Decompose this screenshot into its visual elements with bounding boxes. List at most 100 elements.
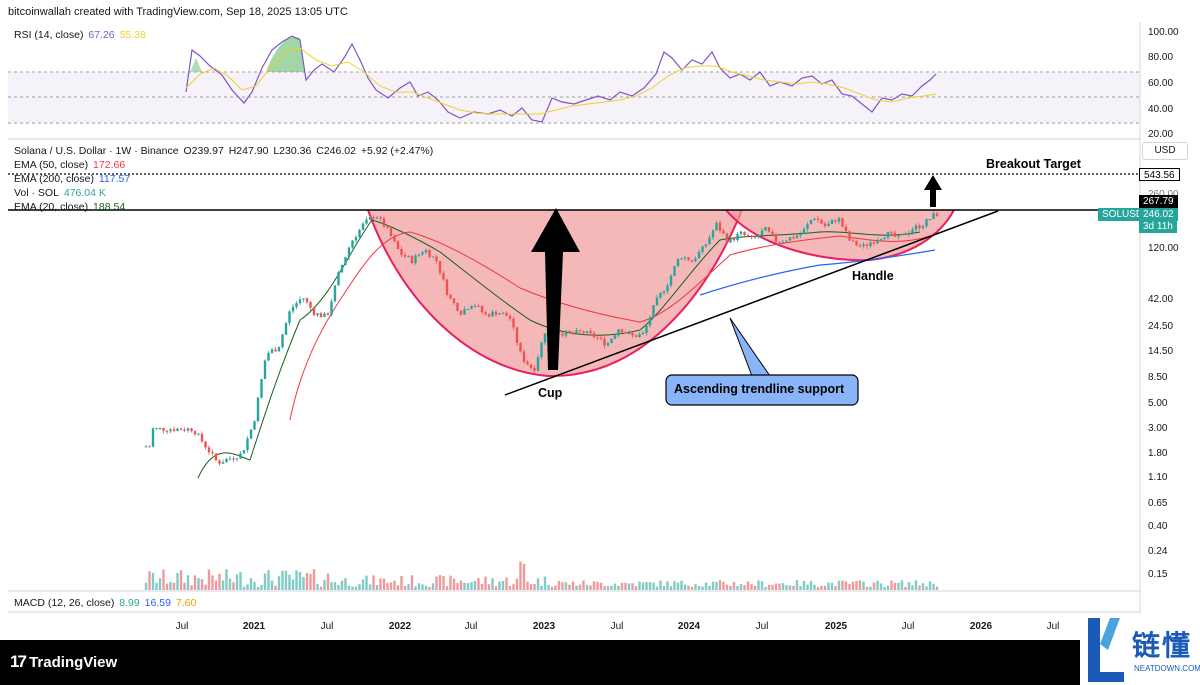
candle-body	[281, 334, 284, 348]
candle-body	[386, 226, 389, 228]
volume-legend[interactable]: Vol · SOL 476.04 K	[14, 187, 108, 199]
candle-body	[862, 244, 865, 247]
volume-bar	[725, 584, 729, 590]
volume-bar	[288, 574, 291, 590]
volume-bar	[344, 578, 347, 590]
rsi-legend: RSI (14, close) 67.26 55.38	[14, 29, 148, 41]
candle-body	[935, 213, 939, 217]
tradingview-brand: TradingView	[29, 654, 118, 671]
candle-body	[193, 431, 197, 435]
volume-bar	[193, 575, 197, 590]
currency-button[interactable]: USD	[1142, 142, 1188, 160]
candle-body	[487, 314, 491, 317]
candle-body	[148, 446, 151, 448]
volume-bar	[501, 581, 505, 590]
volume-bar	[564, 582, 568, 590]
candle-body	[179, 428, 183, 430]
candle-body	[242, 450, 246, 454]
candle-body	[372, 217, 375, 219]
volume-bar	[596, 581, 599, 590]
breakout-arrow	[924, 175, 942, 207]
volume-bar	[487, 584, 491, 590]
macd-histogram: 7.60	[175, 597, 197, 609]
candle-body	[865, 244, 869, 246]
candle-body	[536, 357, 540, 371]
candle-body	[452, 298, 456, 304]
ascending-trendline[interactable]	[504, 210, 999, 396]
rsi-line	[185, 35, 937, 123]
volume-bar	[715, 581, 718, 590]
candle-body	[351, 240, 354, 248]
ema20-label: EMA (20, close)	[14, 201, 89, 213]
volume-bar	[925, 586, 928, 590]
candle-body	[274, 349, 277, 352]
candle-body	[361, 223, 365, 230]
volume-bar	[795, 580, 799, 590]
volume-bar	[851, 581, 855, 590]
volume-bar	[547, 584, 550, 590]
volume-bar	[274, 585, 277, 590]
candle-body	[155, 428, 158, 430]
volume-bar	[648, 582, 652, 590]
volume-bar	[326, 573, 330, 590]
volume-bar	[361, 579, 365, 590]
volume-bar	[760, 581, 764, 590]
candle-body	[732, 238, 736, 241]
ema20-legend[interactable]: EMA (20, close) 188.54	[14, 201, 127, 213]
candle-body	[575, 330, 578, 334]
volume-bar	[529, 584, 533, 590]
volume-bar	[708, 585, 711, 590]
countdown-tag: 3d 11h	[1139, 220, 1177, 233]
volume-bar	[445, 586, 449, 590]
candle-body	[172, 429, 176, 431]
ohlc-close: C246.02	[316, 145, 356, 157]
candle-body	[414, 255, 417, 264]
candle-body	[582, 331, 585, 333]
volume-bar	[781, 583, 785, 590]
volume-bar	[865, 586, 869, 590]
ohlc-high: H247.90	[228, 145, 269, 157]
price-axis-tick: 5.00	[1148, 398, 1168, 410]
volume-bar	[526, 581, 529, 590]
volume-bar	[680, 580, 683, 590]
volume-bar	[316, 583, 319, 590]
ema200-label: EMA (200, close)	[14, 173, 94, 185]
candle-body	[729, 238, 732, 243]
ema200-legend[interactable]: EMA (200, close) 117.57	[14, 173, 132, 185]
candle-body	[620, 329, 624, 333]
volume-bar	[676, 582, 680, 590]
volume-bar	[841, 580, 844, 590]
volume-bar	[291, 579, 295, 590]
candle-body	[480, 306, 484, 313]
volume-bar	[228, 578, 232, 590]
volume-bar	[263, 573, 267, 590]
volume-bar	[869, 586, 872, 590]
volume-bar	[578, 584, 582, 590]
volume-bar	[253, 581, 256, 590]
macd-legend[interactable]: MACD (12, 26, close) 8.99 16.59 7.60	[14, 597, 198, 609]
volume-bar	[155, 582, 158, 590]
candle-body	[522, 351, 526, 362]
candle-body	[694, 258, 697, 262]
candle-body	[813, 218, 816, 221]
candle-body	[697, 251, 701, 259]
volume-bar	[477, 578, 480, 590]
volume-bar	[764, 586, 767, 590]
candle-body	[473, 305, 477, 307]
volume-bar	[491, 578, 494, 590]
macd-label: MACD (12, 26, close)	[14, 597, 115, 609]
candle-body	[396, 241, 400, 250]
candle-body	[319, 313, 323, 317]
candle-body	[358, 229, 361, 238]
volume-bar	[365, 575, 368, 590]
candle-body	[540, 342, 543, 358]
candle-body	[183, 429, 186, 431]
candle-body	[498, 313, 501, 315]
symbol-legend[interactable]: Solana / U.S. Dollar · 1W · Binance O239…	[14, 145, 435, 157]
volume-bar	[235, 574, 239, 590]
candle-body	[603, 338, 606, 346]
tradingview-logo[interactable]: 17 TradingView	[10, 652, 117, 672]
ema50-legend[interactable]: EMA (50, close) 172.66	[14, 159, 127, 171]
candle-body	[571, 332, 575, 334]
